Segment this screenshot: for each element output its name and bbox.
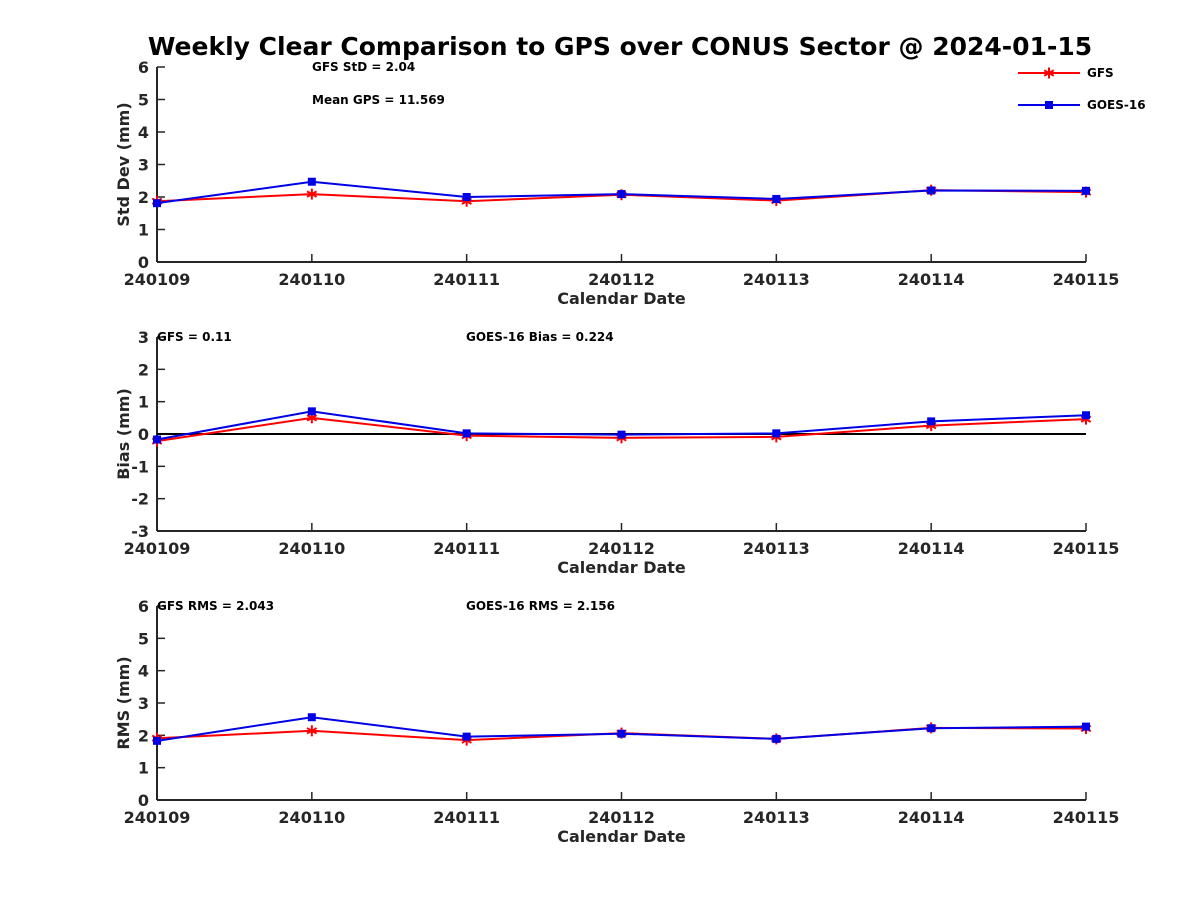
- x-tick-label: 240114: [898, 270, 965, 289]
- data-point: [617, 190, 626, 199]
- x-tick-label: 240111: [433, 539, 500, 558]
- data-point: [153, 435, 161, 444]
- y-tick-label: 4: [138, 123, 149, 142]
- marker-stroke: [306, 414, 318, 422]
- x-tick-label: 240115: [1053, 539, 1120, 558]
- y-tick-label: 5: [138, 629, 149, 648]
- y-tick-label: 1: [138, 759, 149, 778]
- data-point: [307, 407, 316, 416]
- x-tick-label: 240115: [1053, 808, 1120, 827]
- data-point: [617, 729, 626, 738]
- data-point: [927, 186, 936, 195]
- x-tick-label: 240115: [1053, 270, 1120, 289]
- data-point: [617, 430, 626, 439]
- x-tick-label: 240111: [433, 270, 500, 289]
- data-point: [927, 417, 936, 426]
- y-tick-label: 5: [138, 91, 149, 110]
- series-markers-goes-16: [153, 713, 1090, 745]
- x-tick-label: 240109: [124, 539, 191, 558]
- legend-label: GFS: [1087, 66, 1114, 80]
- annotation: GFS StD = 2.04: [312, 60, 415, 74]
- annotation: GOES-16 RMS = 2.156: [466, 599, 615, 613]
- y-tick-label: -1: [131, 457, 149, 476]
- legend-marker: [1045, 101, 1053, 109]
- y-tick-label: 2: [138, 360, 149, 379]
- x-tick-label: 240110: [278, 270, 345, 289]
- data-point: [306, 725, 318, 737]
- x-tick-label: 240110: [278, 539, 345, 558]
- data-point: [462, 429, 471, 438]
- x-tick-label: 240112: [588, 539, 655, 558]
- y-tick-label: -3: [131, 522, 149, 541]
- data-point: [1082, 186, 1090, 195]
- legend-item-gfs: GFS: [1018, 66, 1114, 80]
- x-axis-label: Calendar Date: [557, 827, 686, 846]
- x-tick-label: 240109: [124, 270, 191, 289]
- data-point: [307, 177, 316, 186]
- data-point: [772, 194, 781, 203]
- data-point: [153, 199, 161, 208]
- y-tick-label: 0: [138, 425, 149, 444]
- marker-stroke: [306, 727, 318, 735]
- x-tick-label: 240114: [898, 539, 965, 558]
- data-point: [307, 713, 316, 722]
- x-tick-label: 240113: [743, 539, 810, 558]
- series-markers-goes-16: [153, 177, 1090, 208]
- y-tick-label: -2: [131, 490, 149, 509]
- data-point: [462, 193, 471, 201]
- x-tick-label: 240112: [588, 270, 655, 289]
- legend-marker: [1043, 67, 1055, 79]
- data-point: [772, 734, 781, 743]
- data-point: [1082, 722, 1090, 731]
- annotation: Mean GPS = 11.569: [312, 93, 445, 107]
- y-axis-label: RMS (mm): [114, 656, 133, 749]
- y-axis-label: Bias (mm): [114, 388, 133, 480]
- y-tick-label: 0: [138, 253, 149, 272]
- x-tick-label: 240113: [743, 270, 810, 289]
- data-point: [927, 724, 936, 733]
- panel-2: -3 -2 -1 0 1 2 3 240109 240110 240111 240112 240113…: [114, 328, 1119, 577]
- data-point: [1082, 411, 1090, 420]
- data-point: [772, 429, 781, 438]
- y-tick-label: 3: [138, 156, 149, 175]
- legend: GFS GOES-16: [1018, 66, 1146, 112]
- legend-item-goes-16: GOES-16: [1018, 98, 1146, 112]
- x-tick-label: 240109: [124, 808, 191, 827]
- panel-1: 0 1 2 3 4 5 6 240109 240110 240111 240112 240113 240…: [114, 58, 1119, 308]
- y-tick-label: 2: [138, 726, 149, 745]
- data-point: [306, 188, 318, 200]
- data-point: [153, 736, 161, 745]
- y-tick-label: 1: [138, 393, 149, 412]
- y-tick-label: 4: [138, 662, 149, 681]
- panel-3: 0 1 2 3 4 5 6 240109 240110 240111 240112 240113 240…: [114, 597, 1119, 846]
- x-axis-label: Calendar Date: [557, 289, 686, 308]
- annotation: GFS = 0.11: [157, 330, 232, 344]
- y-tick-label: 6: [138, 58, 149, 77]
- marker-stroke: [306, 190, 318, 198]
- x-tick-label: 240114: [898, 808, 965, 827]
- chart-title: Weekly Clear Comparison to GPS over CONU…: [148, 32, 1092, 61]
- x-tick-label: 240111: [433, 808, 500, 827]
- x-tick-label: 240113: [743, 808, 810, 827]
- legend-label: GOES-16: [1087, 98, 1146, 112]
- data-point: [462, 732, 471, 741]
- y-tick-label: 2: [138, 188, 149, 207]
- annotation: GFS RMS = 2.043: [157, 599, 274, 613]
- y-tick-label: 1: [138, 221, 149, 240]
- x-axis-label: Calendar Date: [557, 558, 686, 577]
- series-markers-goes-16: [153, 407, 1090, 444]
- x-tick-label: 240112: [588, 808, 655, 827]
- annotation: GOES-16 Bias = 0.224: [466, 330, 614, 344]
- y-tick-label: 6: [138, 597, 149, 616]
- x-tick-label: 240110: [278, 808, 345, 827]
- y-tick-label: 0: [138, 791, 149, 810]
- y-tick-label: 3: [138, 694, 149, 713]
- series-markers-gfs: [151, 412, 1092, 447]
- marker-stroke: [1043, 69, 1055, 77]
- y-tick-label: 3: [138, 328, 149, 347]
- y-axis-label: Std Dev (mm): [114, 102, 133, 226]
